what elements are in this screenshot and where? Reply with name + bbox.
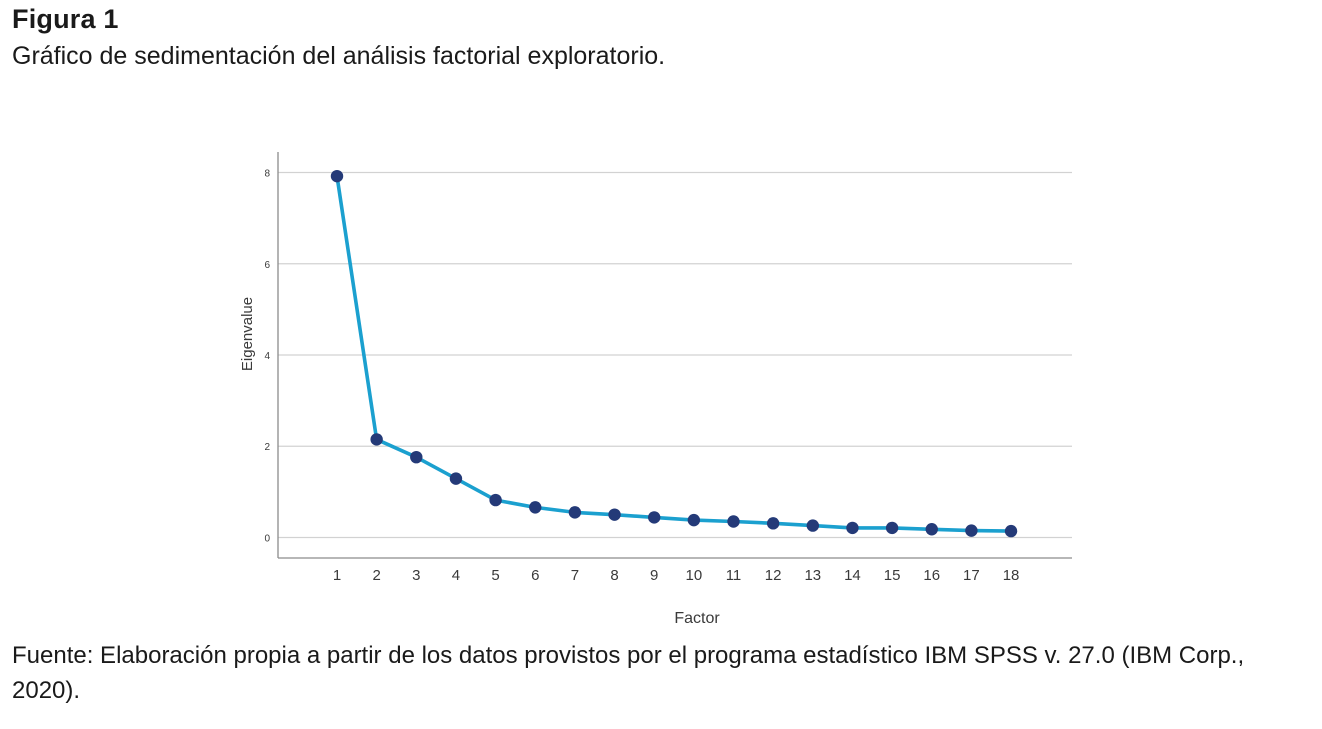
series-line	[335, 174, 1013, 533]
data-point-factor-14	[846, 521, 859, 535]
data-point-factor-2	[370, 433, 383, 446]
x-tick-label: 3	[412, 567, 420, 584]
data-point-factor-9	[648, 511, 661, 524]
y-tick-label: 4	[264, 351, 270, 362]
data-point-factor-1	[330, 169, 344, 183]
x-tick-label: 11	[726, 567, 742, 584]
series-line-0	[335, 174, 1013, 533]
data-point-factor-10	[687, 513, 701, 527]
y-tick-label: 6	[264, 260, 270, 271]
x-tick-label: 4	[452, 567, 460, 584]
x-tick-labels: 1 2 3 4 5 6 7 8 9 10 11 12 13 14 15 16 17 18	[333, 567, 1020, 584]
data-point-factor-3	[410, 450, 423, 464]
x-tick-label: 10	[686, 567, 703, 584]
x-axis-label: Factor	[674, 610, 720, 627]
data-point-factor-6	[529, 501, 542, 514]
figure-title: Gráfico de sedimentación del análisis fa…	[12, 42, 666, 70]
data-point-factor-13	[806, 519, 819, 532]
data-point-factor-5	[489, 493, 502, 507]
figure-label: Figura 1	[12, 4, 119, 34]
data-point-factor-18	[1004, 524, 1018, 538]
y-axis-label: Eigenvalue	[239, 297, 256, 371]
x-tick-label: 8	[610, 567, 618, 584]
x-tick-label: 14	[844, 567, 861, 584]
axes	[277, 152, 1072, 559]
x-tick-label: 7	[571, 567, 579, 584]
x-tick-label: 1	[333, 567, 341, 584]
data-point-factor-11	[727, 515, 740, 528]
y-tick-label: 2	[264, 442, 270, 453]
x-tick-label: 12	[765, 567, 782, 584]
series-points	[330, 169, 1018, 538]
x-tick-label: 15	[884, 567, 901, 584]
x-tick-label: 6	[531, 567, 539, 584]
x-tick-label: 16	[923, 567, 940, 584]
y-tick-label: 0	[264, 533, 270, 544]
source-note: Fuente: Elaboración propia a partir de l…	[12, 642, 1245, 704]
x-tick-label: 17	[963, 567, 980, 584]
x-tick-label: 2	[372, 567, 380, 584]
data-point-factor-4	[449, 472, 463, 485]
data-point-factor-8	[608, 508, 621, 521]
x-tick-label: 5	[491, 567, 499, 584]
x-tick-label: 18	[1003, 567, 1020, 584]
data-point-factor-17	[965, 524, 978, 537]
x-tick-label: 9	[650, 567, 658, 584]
grid-lines	[278, 171, 1072, 539]
data-point-factor-15	[885, 521, 899, 535]
data-point-factor-12	[766, 517, 780, 530]
x-tick-label: 13	[804, 567, 821, 584]
y-tick-label: 8	[264, 169, 270, 180]
data-point-factor-7	[568, 506, 582, 519]
data-point-factor-16	[925, 523, 938, 536]
y-tick-labels: 0 2 4 6 8	[264, 169, 270, 545]
